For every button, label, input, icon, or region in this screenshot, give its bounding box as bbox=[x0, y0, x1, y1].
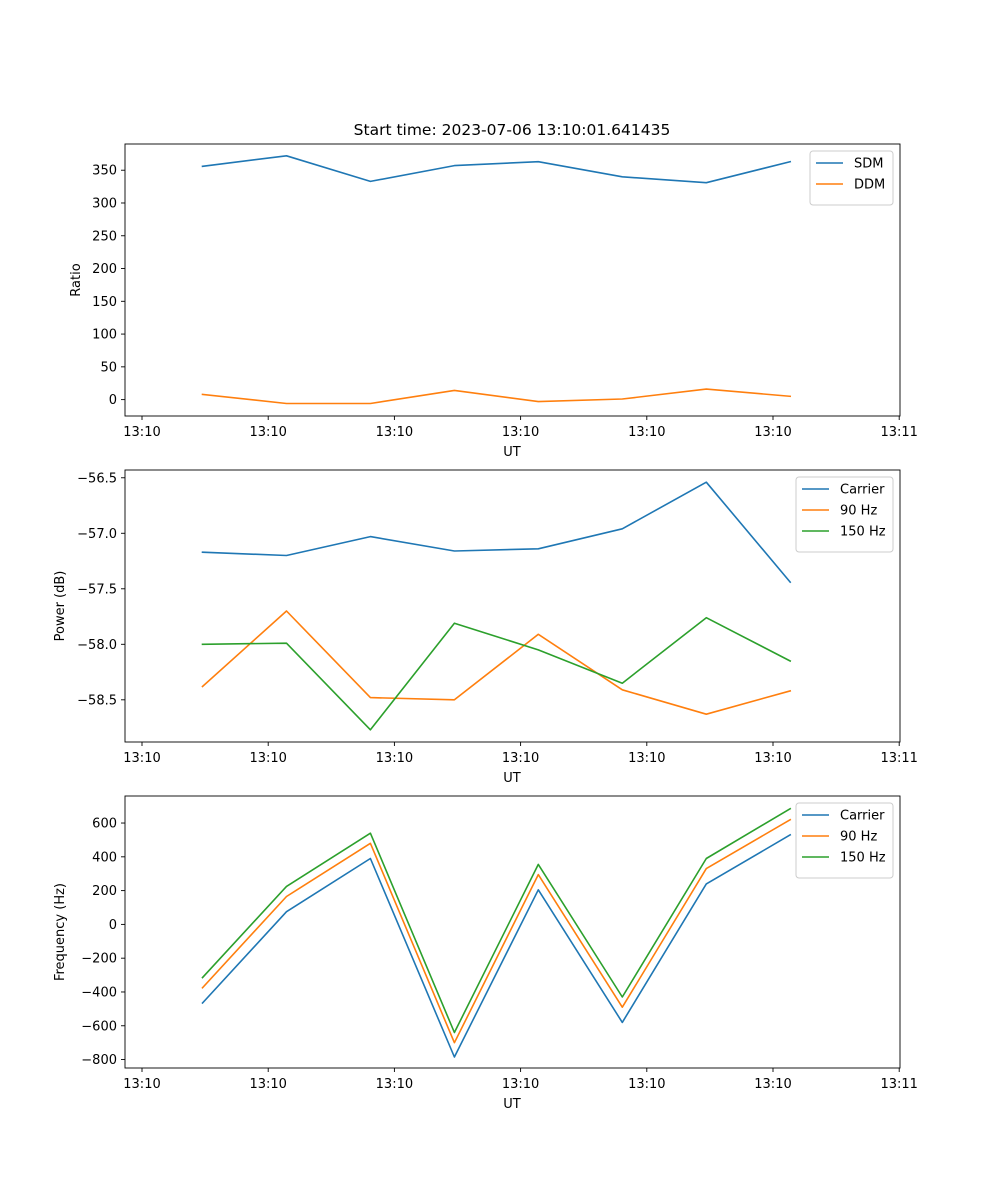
power-y-tick-label: −58.0 bbox=[77, 638, 117, 653]
power-y-tick-label: −58.5 bbox=[77, 693, 117, 708]
ratio-panel: 13:10 13:10 13:10 13:10 13:10 13:10 13:11 0 50 10… bbox=[69, 143, 918, 460]
power-x-tick-label: 13:10 bbox=[754, 751, 791, 766]
power-series-150-hz-line bbox=[201, 616, 792, 731]
power-x-tick-label: 13:10 bbox=[376, 751, 413, 766]
power-x-tick-label: 13:10 bbox=[502, 751, 539, 766]
frequency-y-tick-label: 200 bbox=[92, 884, 117, 899]
frequency-axes-frame bbox=[124, 795, 901, 1069]
power-legend: Carrier 90 Hz 150 Hz bbox=[795, 476, 894, 553]
power-x-axis-label: UT bbox=[503, 771, 521, 786]
power-legend-label: Carrier bbox=[840, 483, 885, 498]
ratio-legend-box bbox=[809, 150, 894, 206]
ratio-x-tick-label: 13:10 bbox=[628, 425, 665, 440]
ratio-y-tick-label: 250 bbox=[92, 229, 117, 244]
power-y-tick-label: −57.5 bbox=[77, 582, 117, 597]
frequency-x-tick-label: 13:10 bbox=[123, 1077, 160, 1092]
power-x-tick-label: 13:10 bbox=[249, 751, 286, 766]
ratio-legend-label: DDM bbox=[854, 178, 885, 193]
frequency-panel: 13:10 13:10 13:10 13:10 13:10 13:10 13:11 −800 −… bbox=[53, 795, 918, 1112]
power-y-axis-label: Power (dB) bbox=[53, 571, 68, 642]
power-x-tick-label: 13:11 bbox=[880, 751, 917, 766]
power-series-90-hz-line bbox=[201, 610, 792, 716]
ratio-x-tick-label: 13:10 bbox=[123, 425, 160, 440]
frequency-y-axis-label: Frequency (Hz) bbox=[53, 883, 68, 981]
power-legend-box bbox=[795, 476, 894, 553]
ratio-y-tick-label: 350 bbox=[92, 164, 117, 179]
power-series-carrier-line bbox=[201, 481, 792, 584]
ratio-y-tick-label: 50 bbox=[100, 360, 117, 375]
frequency-legend-label: Carrier bbox=[840, 809, 885, 824]
power-x-tick-label: 13:10 bbox=[123, 751, 160, 766]
frequency-y-tick-label: 600 bbox=[92, 817, 117, 832]
frequency-x-tick-label: 13:10 bbox=[754, 1077, 791, 1092]
ratio-y-tick-label: 100 bbox=[92, 328, 117, 343]
ratio-x-tick-label: 13:10 bbox=[754, 425, 791, 440]
ratio-legend: SDM DDM bbox=[809, 150, 894, 206]
frequency-y-tick-label: −800 bbox=[81, 1053, 117, 1068]
frequency-x-tick-label: 13:10 bbox=[502, 1077, 539, 1092]
ratio-y-tick-label: 300 bbox=[92, 196, 117, 211]
ratio-y-tick-label: 200 bbox=[92, 262, 117, 277]
ratio-y-tick-label: 0 bbox=[109, 393, 117, 408]
power-y-tick-label: −57.0 bbox=[77, 527, 117, 542]
frequency-x-tick-label: 13:10 bbox=[628, 1077, 665, 1092]
frequency-series-carrier-line bbox=[201, 833, 792, 1058]
frequency-legend-box bbox=[795, 802, 894, 879]
frequency-legend-label: 90 Hz bbox=[840, 830, 877, 845]
power-legend-label: 150 Hz bbox=[840, 525, 886, 540]
power-legend-label: 90 Hz bbox=[840, 504, 877, 519]
ratio-x-tick-label: 13:11 bbox=[880, 425, 917, 440]
frequency-x-tick-label: 13:10 bbox=[376, 1077, 413, 1092]
power-x-tick-label: 13:10 bbox=[628, 751, 665, 766]
frequency-x-axis-label: UT bbox=[503, 1097, 521, 1112]
ratio-y-tick-label: 150 bbox=[92, 295, 117, 310]
chart-title: Start time: 2023-07-06 13:10:01.641435 bbox=[354, 121, 671, 139]
ratio-x-tick-label: 13:10 bbox=[502, 425, 539, 440]
frequency-x-tick-label: 13:11 bbox=[880, 1077, 917, 1092]
power-y-tick-label: −56.5 bbox=[77, 471, 117, 486]
power-axes-frame bbox=[124, 469, 901, 743]
frequency-y-tick-label: −600 bbox=[81, 1019, 117, 1034]
ratio-series-ddm-line bbox=[201, 388, 792, 405]
frequency-x-tick-label: 13:10 bbox=[249, 1077, 286, 1092]
frequency-series-150-hz-line bbox=[201, 807, 792, 1034]
ratio-series-sdm-line bbox=[201, 155, 792, 184]
frequency-series-90-hz-line bbox=[201, 818, 792, 1044]
ratio-legend-label: SDM bbox=[854, 157, 883, 172]
power-panel: 13:10 13:10 13:10 13:10 13:10 13:10 13:11 −58.5… bbox=[53, 469, 918, 786]
frequency-legend-label: 150 Hz bbox=[840, 851, 886, 866]
frequency-legend: Carrier 90 Hz 150 Hz bbox=[795, 802, 894, 879]
frequency-y-tick-label: 400 bbox=[92, 850, 117, 865]
ratio-x-tick-label: 13:10 bbox=[376, 425, 413, 440]
ratio-x-tick-label: 13:10 bbox=[249, 425, 286, 440]
ratio-x-axis-label: UT bbox=[503, 445, 521, 460]
frequency-y-tick-label: −400 bbox=[81, 985, 117, 1000]
ratio-y-axis-label: Ratio bbox=[69, 263, 84, 296]
frequency-y-tick-label: −200 bbox=[81, 952, 117, 967]
ratio-axes-frame bbox=[124, 143, 901, 417]
frequency-y-tick-label: 0 bbox=[109, 918, 117, 933]
